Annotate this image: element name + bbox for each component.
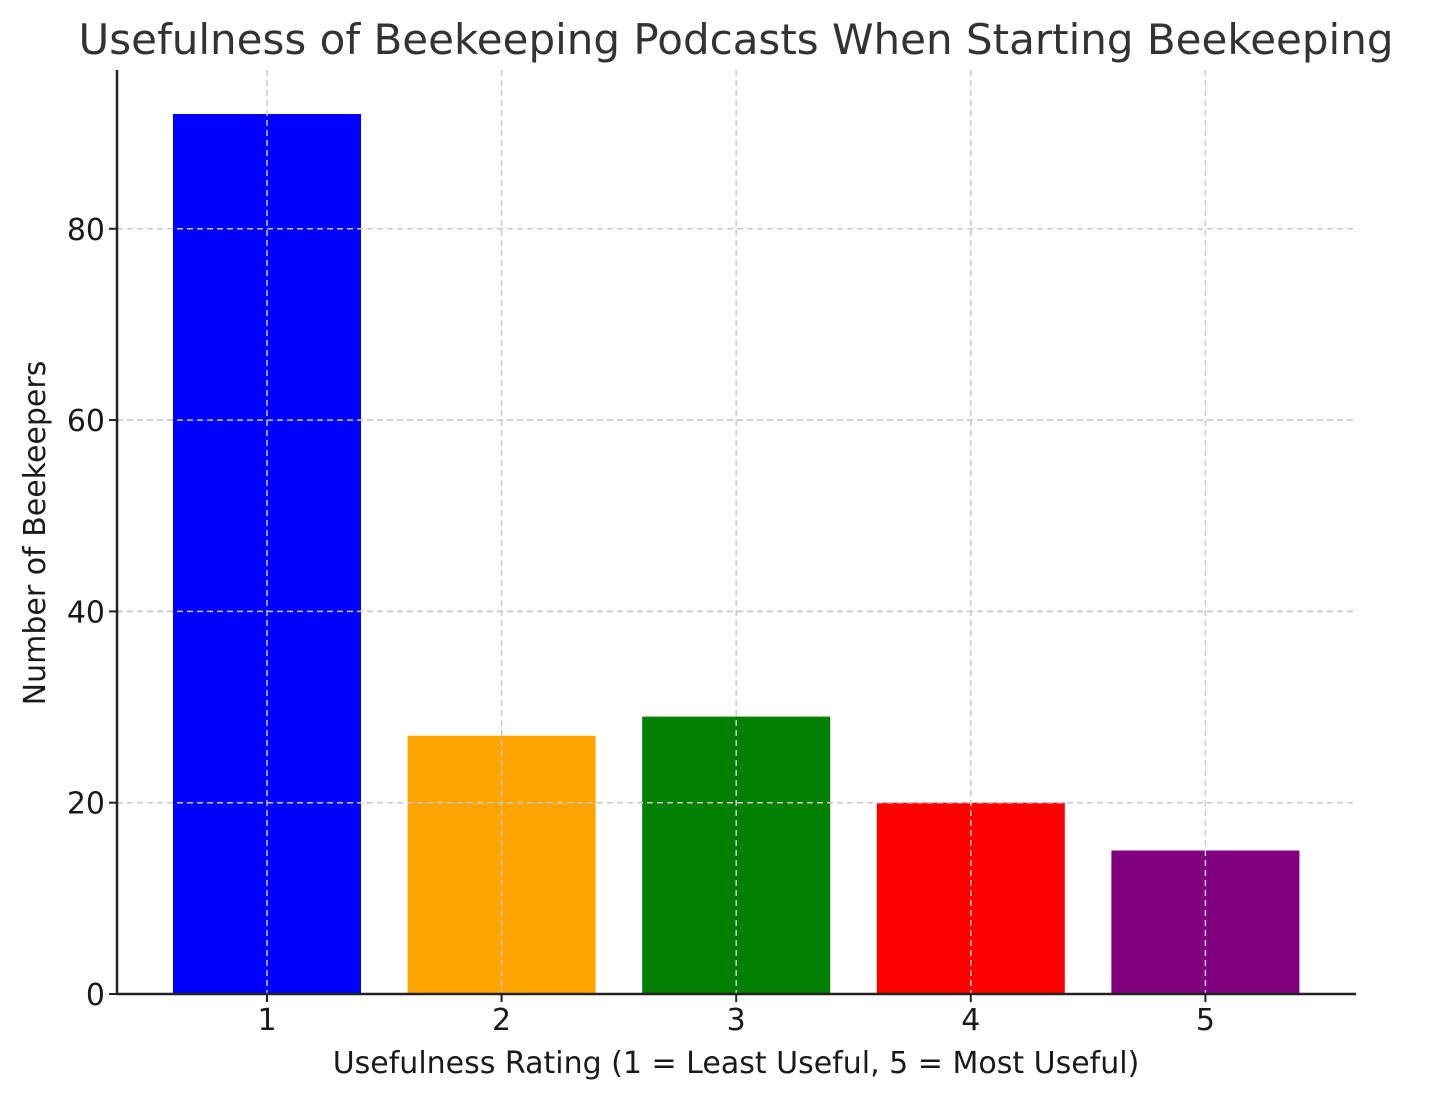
x-axis-ticks: 1 2 3 4 5 (257, 994, 1215, 1038)
x-tick-label: 4 (961, 1003, 980, 1038)
y-tick-label: 40 (67, 595, 105, 630)
grid-lines-over-bars (117, 70, 1356, 994)
y-tick-label: 20 (67, 787, 105, 822)
x-tick-label: 5 (1196, 1003, 1215, 1038)
y-axis-ticks: 0 20 40 60 80 (67, 213, 117, 1013)
chart-title: Usefulness of Beekeeping Podcasts When S… (79, 15, 1394, 64)
x-tick-label: 3 (727, 1003, 746, 1038)
x-axis-label: Usefulness Rating (1 = Least Useful, 5 =… (333, 1046, 1140, 1081)
y-tick-label: 0 (86, 978, 105, 1013)
y-tick-label: 80 (67, 213, 105, 248)
x-tick-label: 2 (492, 1003, 511, 1038)
bars (173, 114, 1300, 994)
y-tick-label: 60 (67, 404, 105, 439)
y-axis-label: Number of Beekeepers (18, 361, 53, 706)
x-tick-label: 1 (257, 1003, 276, 1038)
